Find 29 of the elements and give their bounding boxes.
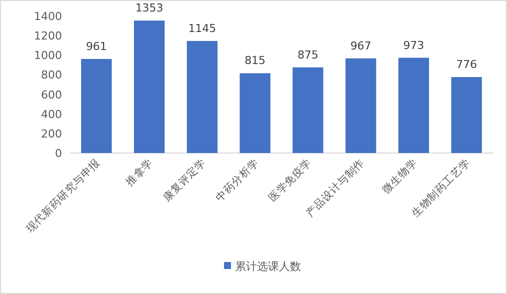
y-tick-label: 400 [41,108,62,121]
y-tick-label: 1000 [34,49,62,62]
bar [451,77,482,153]
data-label: 967 [350,39,372,52]
bar [292,67,324,153]
x-tick-label: 康复评定学 [160,156,208,204]
bar [345,58,376,153]
data-label: 776 [456,58,478,72]
y-tick-label: 1400 [34,10,62,23]
data-label: 973 [403,38,424,52]
data-label: 961 [86,40,107,53]
x-tick-label: 中药分析学 [213,156,262,204]
x-tick-label: 微生物学 [380,156,420,196]
x-tick-label: 医学免疫学 [266,156,314,204]
bar [134,20,165,153]
y-tick-label: 800 [41,68,62,82]
y-tick-label: 600 [41,88,62,102]
bar [240,73,270,153]
data-label: 815 [244,54,266,68]
data-label: 875 [297,48,318,62]
y-tick-label: 1200 [34,30,62,43]
bar [186,40,218,153]
legend-label: 累计选课人数 [235,260,301,273]
data-label: 1145 [188,22,216,35]
y-tick-label: 200 [41,127,62,140]
data-label: 1353 [135,2,164,15]
bar [398,58,430,153]
x-tick-label: 推拿学 [122,156,156,188]
bar [81,58,112,153]
